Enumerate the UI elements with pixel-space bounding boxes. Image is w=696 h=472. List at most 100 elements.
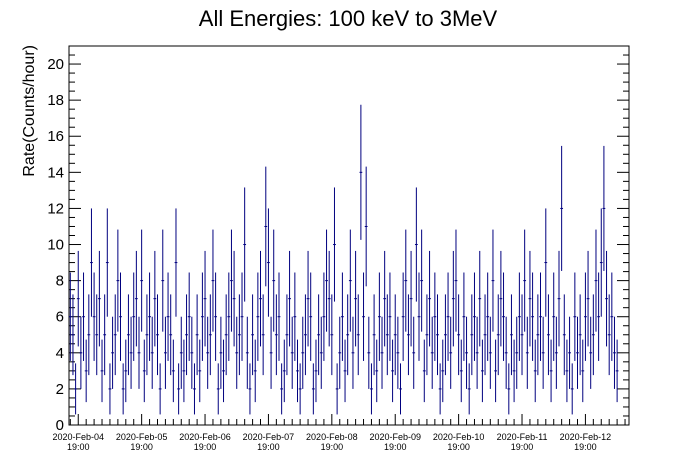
data-point [586,250,590,347]
y-tick-label: 6 [56,309,64,326]
data-point [578,294,582,376]
data-point [113,294,117,376]
x-tick-label-time: 19:00 [257,442,280,452]
data-point [306,250,310,347]
data-point [230,229,233,332]
data-point [581,339,585,403]
data-point [317,294,321,376]
y-tick-label: 18 [47,92,64,109]
data-point [129,316,133,389]
y-tick-label: 2 [56,381,64,398]
data-point [87,294,91,376]
x-tick-label-date: 2020-Feb-07 [243,432,295,442]
x-tick-label-date: 2020-Feb-11 [497,432,548,442]
data-point [367,316,371,389]
data-point [591,294,595,376]
data-point [362,272,365,361]
data-point [248,363,252,415]
x-tick-label-date: 2020-Feb-09 [369,432,421,442]
data-point [525,316,529,389]
y-tick-label: 12 [47,200,64,217]
data-point [510,294,513,376]
data-point [198,339,202,403]
data-point [137,316,141,389]
data-point [340,272,344,361]
data-point [304,294,307,376]
chart-title: All Energies: 100 keV to 3MeV [199,6,498,31]
y-tick-label: 14 [47,164,64,181]
data-point [142,339,146,403]
data-point [119,272,122,361]
data-point [383,250,387,347]
data-point [76,250,80,347]
y-tick-label: 4 [56,345,64,362]
data-point [486,272,490,361]
data-point [245,316,249,389]
data-point [219,316,223,389]
data-point [541,316,545,389]
x-tick-label-time: 19:00 [67,442,90,452]
data-point [71,294,75,376]
data-point [512,339,516,403]
data-point [161,229,165,332]
data-point [430,316,434,389]
data-point [158,363,162,415]
data-point [449,316,453,389]
data-point [496,294,500,376]
data-point [544,208,548,317]
data-point [599,208,603,317]
data-point [134,250,138,347]
data-point [298,363,302,415]
x-tick-label-time: 19:00 [574,442,597,452]
data-point [610,272,614,361]
data-point [208,294,212,376]
data-point [288,250,291,347]
x-tick-label-date: 2020-Feb-04 [52,432,104,442]
x-tick-label-time: 19:00 [321,442,344,452]
y-tick-label: 16 [47,128,64,145]
data-point [607,294,611,376]
data-point [280,363,284,415]
data-point [457,294,461,376]
data-point [359,104,363,240]
data-point [222,339,225,403]
data-point [433,272,437,361]
data-point [293,272,297,361]
data-point [92,272,96,361]
data-point [446,272,450,361]
data-point [335,363,339,415]
data-point [330,294,334,376]
data-point [404,229,408,332]
data-point [200,272,204,361]
x-tick-label-time: 19:00 [130,442,153,452]
data-point [153,250,157,347]
data-point [145,294,149,376]
data-point [237,294,241,376]
data-point [285,294,289,376]
data-point [377,272,381,361]
data-point [301,316,305,389]
data-point [82,272,85,361]
data-point [171,339,175,403]
data-point [256,272,260,361]
data-point [195,294,199,376]
data-point [240,272,244,361]
data-point [420,229,424,332]
data-point [182,339,186,403]
y-axis: 0 2 4 6 8 10 12 14 16 18 20 [47,45,629,434]
data-point [348,229,352,332]
data-point [267,208,270,317]
data-point [401,272,405,361]
data-point [309,272,313,361]
data-point [523,229,527,332]
data-point [179,316,183,389]
data-point [264,166,268,287]
data-point [552,272,556,361]
data-point [214,272,218,361]
data-point [282,339,286,403]
data-point [602,145,606,271]
data-point [613,316,616,389]
data-point [156,294,159,376]
data-point [539,272,542,361]
data-point [584,272,587,361]
